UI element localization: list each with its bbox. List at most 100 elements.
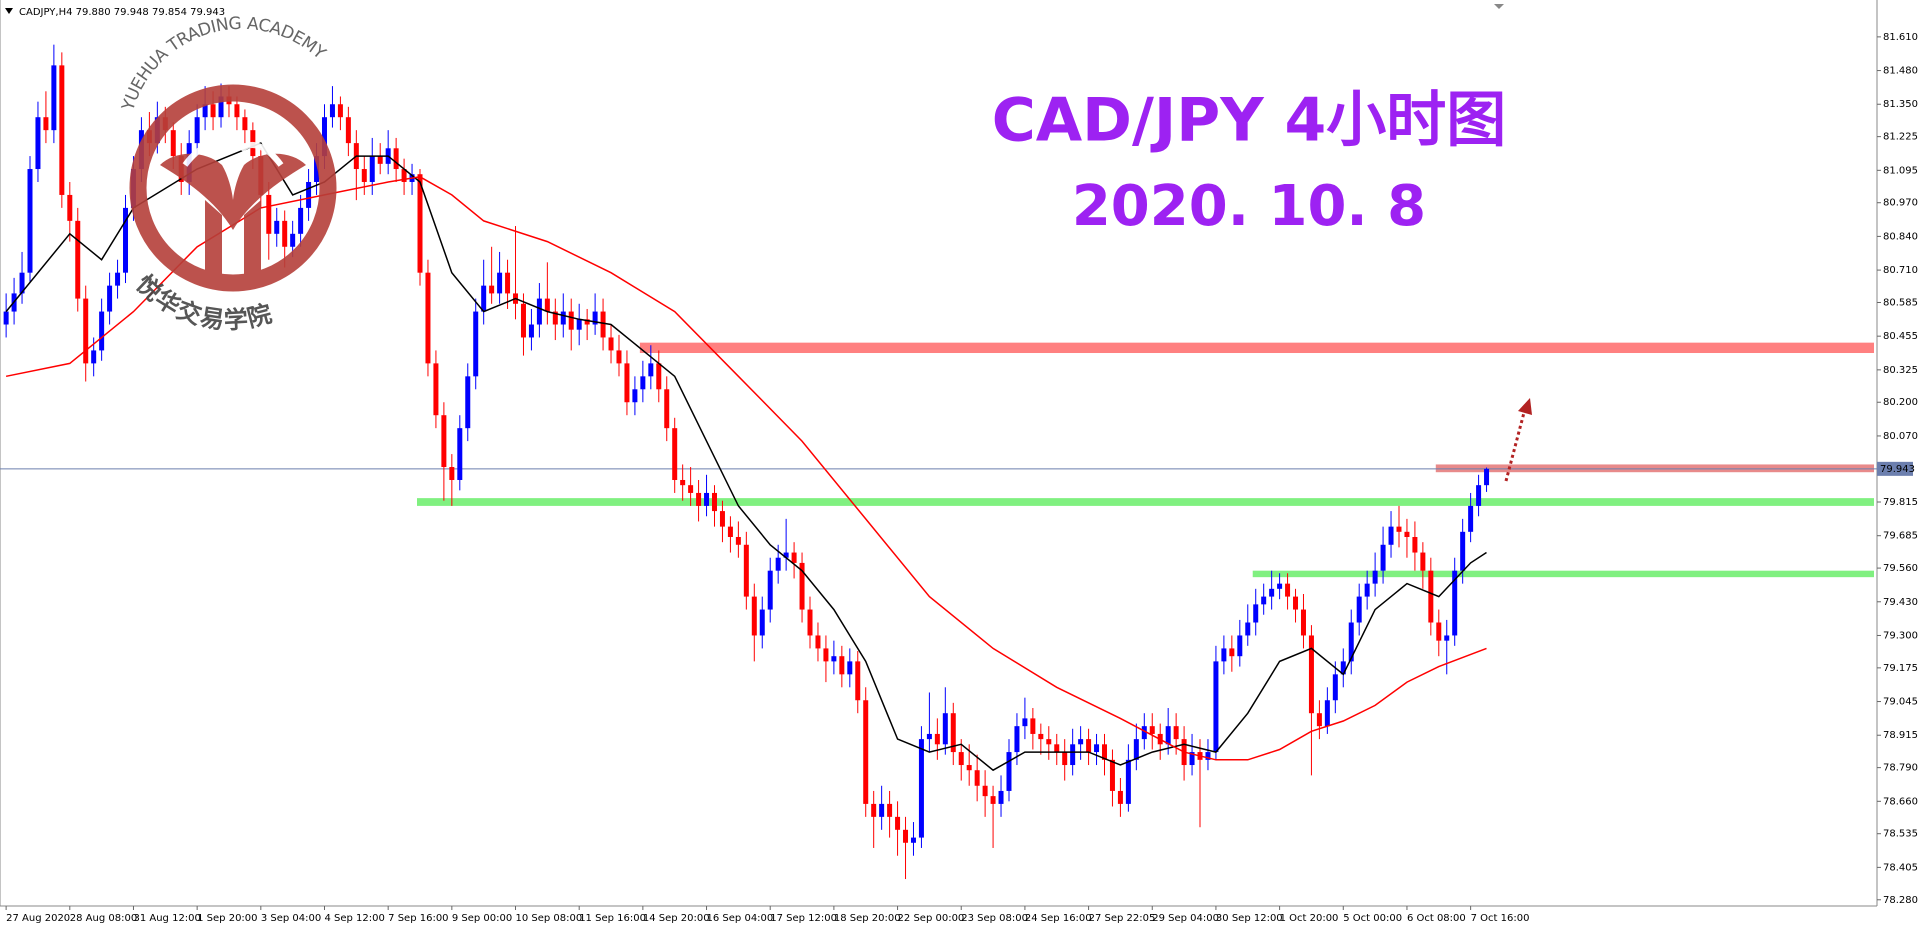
candle-body (767, 570, 773, 610)
x-tick-label: 17 Sep 12:00 (770, 913, 837, 924)
candle-body (433, 363, 439, 416)
candle-body (815, 635, 821, 649)
x-tick-label: 27 Aug 2020 (6, 913, 70, 924)
candle-body (1030, 718, 1036, 734)
candle-body (314, 156, 320, 182)
candle-body (799, 562, 805, 610)
x-tick-label: 7 Oct 16:00 (1471, 913, 1530, 924)
zone (1435, 464, 1874, 473)
candle-body (576, 319, 582, 330)
candle-body (743, 544, 749, 597)
candle-body (449, 467, 455, 480)
candle-body (43, 117, 49, 131)
candle-body (926, 733, 932, 740)
candle-body (520, 303, 526, 338)
candle-body (3, 311, 9, 325)
x-tick-label: 11 Sep 16:00 (579, 913, 646, 924)
x-tick-label: 1 Sep 20:00 (197, 913, 257, 924)
candle-body (1117, 790, 1123, 804)
candle-body (1428, 570, 1434, 623)
candle-body (266, 194, 272, 234)
y-tick-label: 80.840 (1883, 231, 1918, 242)
y-tick-label: 81.225 (1883, 132, 1918, 143)
y-tick-label: 80.970 (1883, 198, 1918, 209)
candle-body (1229, 648, 1235, 657)
y-tick-label: 78.535 (1883, 829, 1918, 840)
candle-body (1173, 726, 1179, 740)
candle-body (497, 272, 503, 294)
candle-body (441, 415, 447, 468)
candle-body (242, 117, 248, 131)
y-tick-label: 81.610 (1883, 32, 1918, 43)
candle-body (1189, 752, 1195, 766)
candle-body (1062, 752, 1068, 766)
candle-body (306, 181, 312, 208)
candle-body (680, 479, 686, 486)
candle-body (1300, 609, 1306, 636)
trend-arrow-head (1518, 398, 1532, 415)
candle-body (759, 609, 765, 636)
candle-body (751, 596, 757, 636)
candle-body (1356, 596, 1362, 623)
y-tick-label: 80.070 (1883, 431, 1918, 442)
chart-title: CAD/JPY 4小时图 (992, 86, 1507, 156)
candle-body (1324, 700, 1330, 727)
candle-body (321, 117, 327, 157)
y-tick-label: 80.455 (1883, 331, 1918, 342)
candle-body (1316, 713, 1322, 727)
candle-body (640, 376, 646, 390)
candle-body (377, 156, 383, 164)
candle-body (1141, 726, 1147, 740)
y-tick-label: 78.405 (1883, 862, 1918, 873)
x-tick-label: 30 Sep 12:00 (1216, 913, 1283, 924)
candle-body (632, 389, 638, 403)
x-tick-label: 27 Sep 22:05 (1089, 913, 1156, 924)
candle-body (1308, 635, 1314, 714)
candle-body (194, 117, 200, 144)
candle-body (1372, 570, 1378, 584)
candle-body (871, 803, 877, 817)
candle-body (489, 285, 495, 294)
candle-body (966, 765, 972, 771)
candle-body (345, 117, 351, 144)
candle-body (696, 492, 702, 506)
y-tick-label: 80.200 (1883, 397, 1918, 408)
candle-body (704, 492, 710, 506)
candle-body (369, 156, 375, 182)
candle-body (958, 752, 964, 766)
collapse-icon[interactable] (1494, 4, 1504, 9)
candle-body (528, 324, 534, 338)
candle-body (1078, 739, 1084, 745)
candle-body (1046, 739, 1052, 745)
candle-body (1364, 583, 1370, 597)
candle-body (83, 298, 89, 364)
x-tick-label: 1 Oct 20:00 (1280, 913, 1339, 924)
candle-body (656, 363, 662, 390)
candle-body (19, 272, 25, 294)
candle-body (608, 337, 614, 351)
candle-body (1332, 674, 1338, 701)
candle-body (1213, 661, 1219, 753)
candle-body (481, 285, 487, 312)
candle-body (1293, 596, 1299, 610)
candle-body (791, 552, 797, 563)
x-tick-label: 6 Oct 08:00 (1407, 913, 1466, 924)
candle-body (282, 220, 288, 247)
candle-body (727, 526, 733, 537)
candle-body (1101, 744, 1107, 760)
candle-body (1468, 505, 1474, 532)
trend-arrow (1504, 404, 1528, 482)
menu-icon[interactable] (5, 8, 13, 14)
x-tick-label: 14 Sep 20:00 (643, 913, 710, 924)
candle-body (1444, 635, 1450, 641)
candle-body (1094, 744, 1100, 753)
candle-body (823, 648, 829, 662)
candle-body (202, 104, 208, 118)
candle-body (1396, 526, 1402, 532)
candle-body (75, 220, 81, 299)
x-tick-label: 23 Sep 08:00 (961, 913, 1028, 924)
candle-body (465, 376, 471, 429)
candle-body (1452, 570, 1458, 636)
candle-body (616, 350, 622, 364)
